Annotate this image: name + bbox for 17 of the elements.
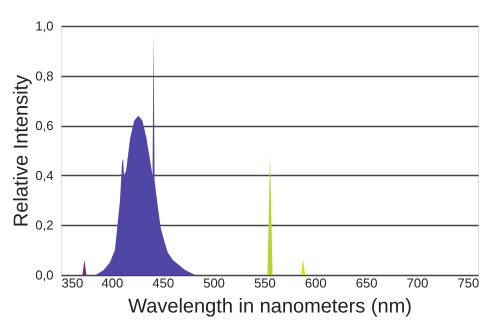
x-tick-label: 650 bbox=[356, 276, 378, 290]
x-axis-title: Wavelength in nanometers (nm) bbox=[128, 296, 412, 318]
y-tick-label: 0,2 bbox=[35, 218, 54, 233]
x-tick-label: 450 bbox=[152, 276, 174, 290]
x-tick-label: 500 bbox=[203, 276, 225, 290]
x-tick-label: 550 bbox=[254, 276, 276, 290]
y-tick-label: 0,6 bbox=[35, 118, 54, 134]
x-tick-label: 600 bbox=[304, 276, 327, 290]
y-axis-title: Relative Intensity bbox=[10, 74, 32, 228]
x-tick-label: 400 bbox=[102, 276, 124, 290]
x-tick-label: 700 bbox=[406, 276, 428, 290]
x-tick-label: 750 bbox=[457, 276, 480, 290]
y-tick-label: 0,0 bbox=[35, 268, 54, 282]
x-tick-label: 350 bbox=[62, 276, 84, 290]
y-tick-label: 0,4 bbox=[35, 168, 54, 183]
y-tick-label: 0,8 bbox=[35, 68, 54, 84]
y-tick-label: 1,0 bbox=[35, 18, 54, 34]
